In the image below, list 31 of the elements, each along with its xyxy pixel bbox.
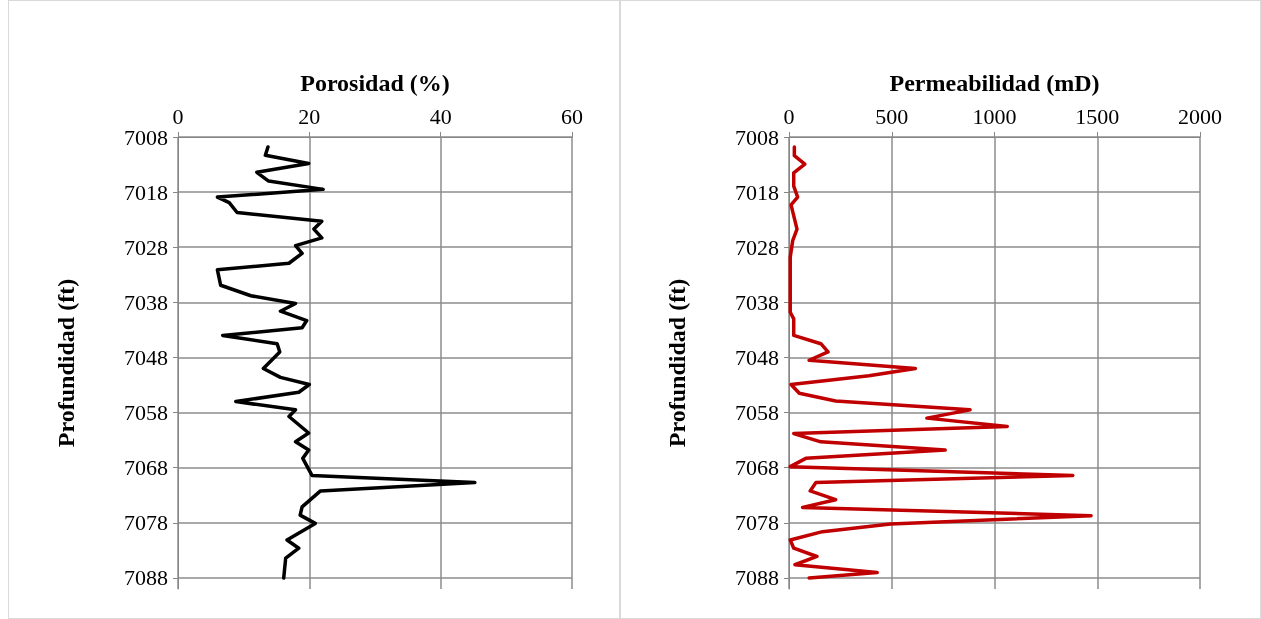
x-tick-label: 1000 bbox=[972, 103, 1017, 129]
y-tick-label: 7048 bbox=[735, 344, 779, 370]
x-tick-label: 2000 bbox=[1178, 103, 1222, 129]
y-tick-label: 7018 bbox=[124, 179, 168, 205]
y-tick-label: 7078 bbox=[735, 510, 779, 536]
x-tick-label: 60 bbox=[561, 103, 583, 129]
y-tick-label: 7088 bbox=[124, 565, 168, 591]
y-tick-label: 7008 bbox=[124, 124, 168, 150]
y-tick-label: 7058 bbox=[124, 400, 168, 426]
y-tick-label: 7088 bbox=[735, 565, 779, 591]
x-tick-label: 500 bbox=[875, 103, 909, 129]
x-axis-title: Porosidad (%) bbox=[300, 70, 450, 96]
y-tick-label: 7058 bbox=[735, 400, 779, 426]
y-tick-label: 7068 bbox=[124, 455, 168, 481]
x-tick-label: 40 bbox=[429, 103, 452, 129]
x-axis-title: Permeabilidad (mD) bbox=[889, 70, 1100, 96]
y-tick-label: 7018 bbox=[735, 179, 779, 205]
y-tick-label: 7038 bbox=[124, 289, 168, 315]
x-tick-label: 1500 bbox=[1075, 103, 1120, 129]
y-tick-label: 7008 bbox=[735, 124, 779, 150]
y-tick-label: 7068 bbox=[735, 455, 779, 481]
y-axis-title: Profundidad (ft) bbox=[53, 278, 79, 448]
y-tick-label: 7028 bbox=[735, 234, 779, 260]
x-tick-label: 0 bbox=[783, 103, 795, 129]
y-tick-label: 7048 bbox=[124, 344, 168, 370]
x-tick-label: 0 bbox=[172, 103, 184, 129]
y-tick-label: 7038 bbox=[735, 289, 779, 315]
y-axis-title: Profundidad (ft) bbox=[664, 278, 690, 448]
y-tick-label: 7028 bbox=[124, 234, 168, 260]
x-tick-label: 20 bbox=[298, 103, 321, 129]
y-tick-label: 7078 bbox=[124, 510, 168, 536]
